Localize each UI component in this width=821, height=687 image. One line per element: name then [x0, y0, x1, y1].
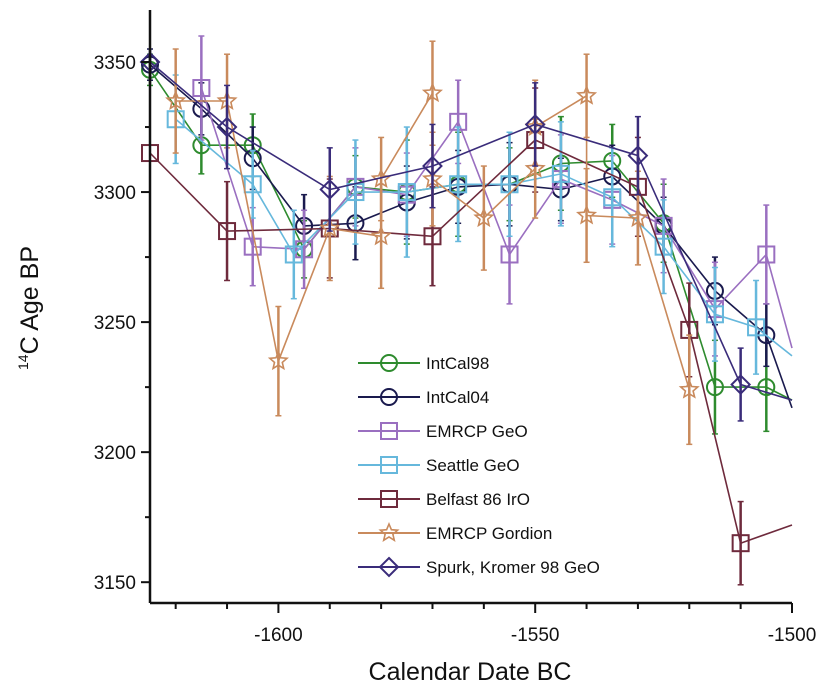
legend-entry: Seattle GeO — [358, 456, 520, 475]
legend-entry: EMRCP Gordion — [358, 521, 552, 543]
data-point — [524, 157, 546, 178]
legend-entry: IntCal04 — [358, 388, 489, 407]
x-tick-label: -1550 — [511, 625, 560, 646]
data-point — [730, 374, 752, 395]
legend-label: EMRCP Gordion — [426, 524, 552, 543]
y-tick-label: 3200 — [94, 443, 136, 464]
data-point — [757, 378, 776, 397]
data-point — [473, 207, 495, 228]
data-point — [243, 237, 262, 256]
x-tick-label: -1500 — [768, 625, 817, 646]
legend-label: Seattle GeO — [426, 456, 520, 475]
legend-swatch-marker — [380, 456, 398, 474]
y-tick-label: 3150 — [94, 573, 136, 594]
legend-label: Spurk, Kromer 98 GeO — [426, 558, 600, 577]
legend-label: IntCal04 — [426, 388, 489, 407]
data-point — [627, 145, 649, 167]
data-point — [705, 378, 724, 397]
legend-entry: Spurk, Kromer 98 GeO — [358, 556, 600, 578]
x-tick-label: -1600 — [254, 625, 303, 646]
legend-swatch-marker — [380, 354, 398, 372]
legend-swatch-marker — [380, 422, 398, 440]
y-axis-title-main: C Age BP — [16, 246, 44, 354]
data-point — [678, 378, 700, 399]
data-point — [654, 237, 673, 256]
data-point — [705, 305, 724, 324]
y-axis-title-superscript: 14 — [15, 354, 31, 370]
data-point — [295, 240, 314, 259]
data-point — [370, 225, 392, 246]
data-point — [731, 534, 750, 553]
legend-label: Belfast 86 IrO — [426, 490, 530, 509]
series-layer — [139, 35, 793, 586]
data-point — [243, 175, 262, 194]
legend-label: EMRCP GeO — [426, 422, 528, 441]
data-point — [757, 245, 776, 264]
legend: IntCal98 IntCal04 EMRCP GeO Seattle GeO Belf… — [358, 354, 600, 578]
data-point — [319, 217, 341, 238]
data-point — [218, 222, 237, 241]
data-point — [603, 188, 622, 207]
data-point — [165, 89, 187, 110]
data-point — [267, 350, 289, 371]
data-point — [551, 164, 570, 183]
data-point — [627, 207, 649, 228]
legend-entry: EMRCP GeO — [358, 422, 528, 441]
series-spurk-kromer-98-geo — [139, 51, 793, 422]
legend-swatch-marker — [378, 521, 400, 543]
legend-entry: IntCal98 — [358, 354, 489, 373]
data-point — [449, 175, 468, 194]
data-point — [284, 245, 303, 264]
data-point — [421, 82, 443, 103]
data-point — [216, 116, 238, 138]
data-point — [423, 227, 442, 246]
y-tick-label: 3300 — [94, 183, 136, 204]
y-tick-label: 3350 — [94, 53, 136, 74]
series-seattle-geo — [166, 74, 793, 375]
data-point — [319, 179, 341, 200]
axes — [148, 10, 792, 605]
data-point — [397, 183, 416, 202]
data-point — [524, 114, 546, 135]
legend-label: IntCal98 — [426, 354, 489, 373]
ticks: 3150 3200 3250 3300 3350 -1600 -1550 -1500 — [94, 53, 817, 646]
y-tick-label: 3250 — [94, 313, 136, 334]
data-point — [422, 155, 443, 177]
data-point — [500, 245, 519, 264]
y-axis-title: 14C Age BP — [15, 246, 44, 370]
x-axis-title: Calendar Date BC — [369, 658, 572, 686]
legend-entry: Belfast 86 IrO — [358, 490, 530, 509]
legend-swatch-marker — [380, 388, 398, 406]
data-point — [576, 84, 598, 105]
data-point — [747, 318, 766, 337]
data-point — [192, 79, 211, 98]
data-point — [576, 204, 598, 225]
data-point — [500, 175, 519, 194]
legend-swatch-marker — [380, 490, 398, 508]
series-line — [149, 61, 793, 401]
legend-swatch-marker — [378, 556, 400, 578]
